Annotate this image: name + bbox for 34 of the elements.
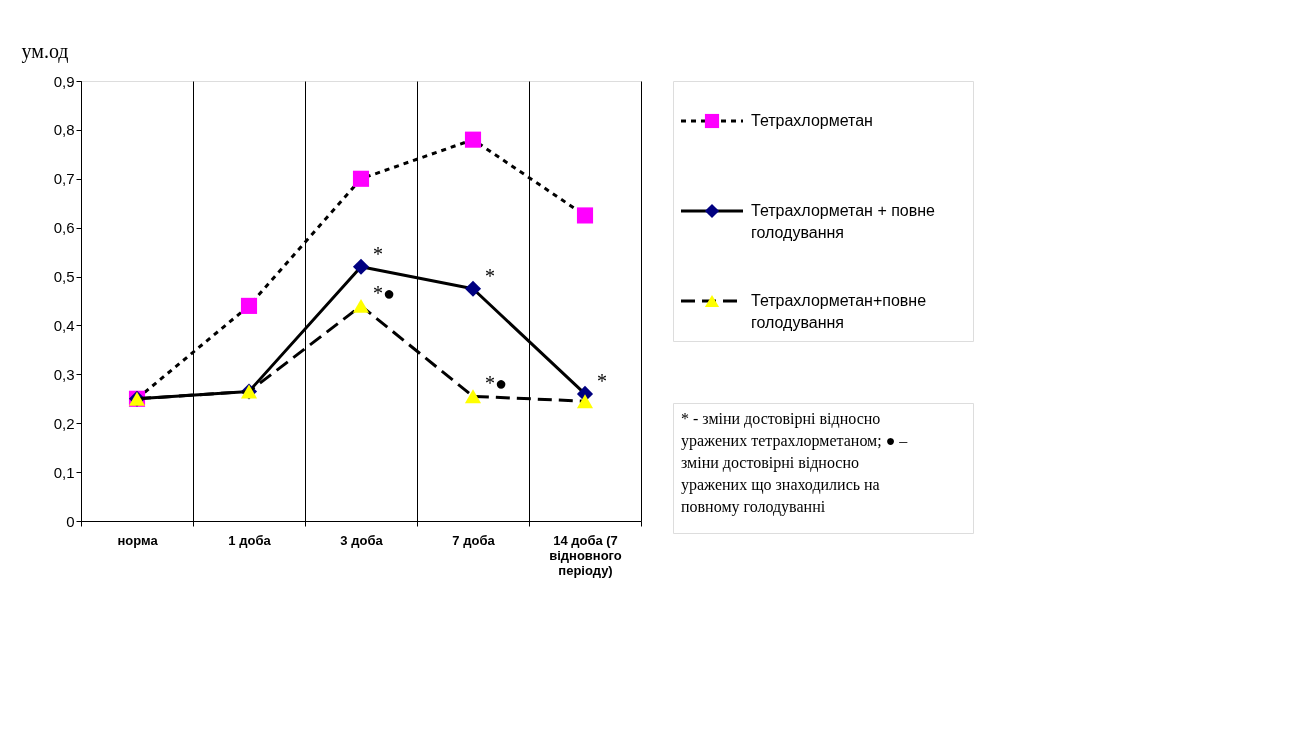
point bbox=[464, 131, 482, 148]
legend-label: Тетрахлорметан bbox=[751, 112, 873, 129]
legend-label: Тетрахлорметан+повне голодування bbox=[751, 292, 927, 331]
annotation: * bbox=[597, 369, 607, 392]
annotation: * bbox=[373, 242, 383, 265]
y-axis-title: ум.од bbox=[21, 39, 69, 63]
y-tick-label: 0,3 bbox=[53, 365, 75, 383]
legend-label: Тетрахлорметан + повне голодування bbox=[751, 202, 936, 241]
x-tick-label: норма bbox=[117, 532, 159, 548]
point bbox=[576, 207, 594, 224]
y-tick-label: 0,1 bbox=[53, 463, 75, 481]
y-tick-label: 0,2 bbox=[53, 414, 75, 432]
x-tick-label: 3 доба bbox=[340, 532, 384, 548]
y-tick-label: 0,4 bbox=[53, 316, 75, 334]
point bbox=[464, 280, 482, 297]
point bbox=[464, 389, 482, 404]
point bbox=[576, 394, 594, 409]
y-tick-label: 0 bbox=[66, 512, 75, 530]
point bbox=[352, 298, 370, 313]
annotation: * bbox=[485, 264, 495, 287]
y-tick-label: 0,5 bbox=[53, 268, 75, 286]
point bbox=[352, 258, 370, 275]
y-tick-label: 0,7 bbox=[53, 170, 75, 188]
annotation: *● bbox=[485, 372, 508, 395]
x-tick-label: 14 доба (7 відновного періоду) bbox=[549, 532, 622, 578]
y-tick-label: 0,6 bbox=[53, 219, 75, 237]
point bbox=[352, 170, 370, 187]
point bbox=[240, 297, 258, 314]
y-tick-label: 0,9 bbox=[53, 72, 75, 90]
y-tick-label: 0,8 bbox=[53, 121, 75, 139]
text: * - зміни достовірні відносно уражених тетрахлорметаном; ● – зміни достовірні відносно уражених що знаходились на повному голодуванні bbox=[681, 410, 909, 516]
x-tick-label: 1 доба bbox=[228, 532, 272, 548]
x-tick-label: 7 доба bbox=[452, 532, 496, 548]
annotation: *● bbox=[373, 281, 396, 304]
